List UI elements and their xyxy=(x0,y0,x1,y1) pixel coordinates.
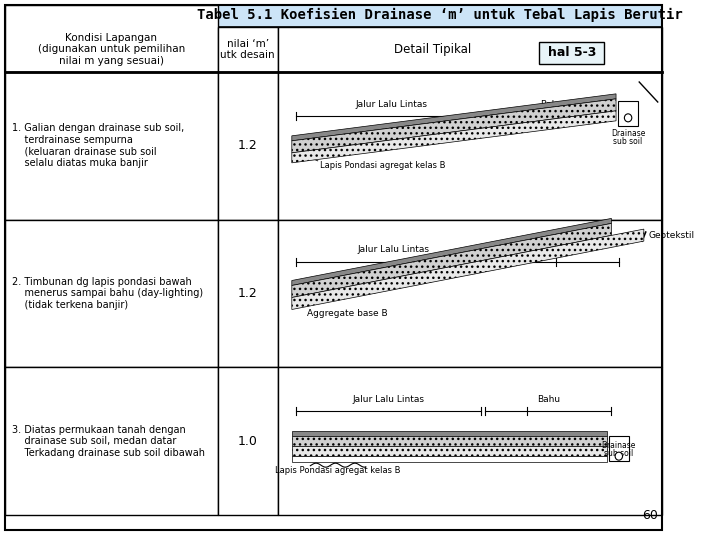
Text: Lapis Pondasi agregat kelas B: Lapis Pondasi agregat kelas B xyxy=(320,161,445,170)
Bar xyxy=(4,72,217,220)
Text: Geotekstil: Geotekstil xyxy=(649,231,695,240)
Polygon shape xyxy=(292,456,607,462)
Bar xyxy=(4,5,217,72)
Bar xyxy=(4,220,217,367)
Text: Drainase: Drainase xyxy=(602,441,636,450)
Text: Lapis Pondasi agregat kelas B: Lapis Pondasi agregat kelas B xyxy=(275,466,401,475)
Circle shape xyxy=(615,452,623,460)
Bar xyxy=(608,436,629,461)
Bar xyxy=(217,72,278,220)
Polygon shape xyxy=(292,111,616,163)
Text: 1.2: 1.2 xyxy=(238,139,258,152)
Bar xyxy=(539,42,604,64)
Bar xyxy=(217,27,278,72)
Polygon shape xyxy=(292,218,611,286)
Bar xyxy=(217,220,278,367)
Polygon shape xyxy=(292,94,616,141)
Text: sub soil: sub soil xyxy=(613,137,643,146)
Bar xyxy=(278,72,662,220)
Text: 2. Timbunan dg lapis pondasi bawah
    menerus sampai bahu (day-lighting)
    (t: 2. Timbunan dg lapis pondasi bawah mener… xyxy=(12,277,203,310)
Bar xyxy=(217,367,278,515)
Text: hal 5-3: hal 5-3 xyxy=(548,46,596,59)
Text: Jalur Lalu Lintas: Jalur Lalu Lintas xyxy=(357,246,429,254)
Circle shape xyxy=(624,114,631,122)
Text: Bahu: Bahu xyxy=(540,100,563,109)
Text: Kondisi Lapangan
(digunakan untuk pemilihan
nilai m yang sesuai): Kondisi Lapangan (digunakan untuk pemili… xyxy=(37,33,185,66)
Text: 1.0: 1.0 xyxy=(238,435,258,448)
Polygon shape xyxy=(292,436,607,446)
Text: 3. Diatas permukaan tanah dengan
    drainase sub soil, medan datar
    Terkadan: 3. Diatas permukaan tanah dengan drainas… xyxy=(12,424,205,458)
Text: Aggregate base B: Aggregate base B xyxy=(307,309,387,318)
Bar xyxy=(278,27,662,72)
Bar xyxy=(4,367,217,515)
Text: Jalur Lalu Lintas: Jalur Lalu Lintas xyxy=(353,395,425,404)
Bar xyxy=(278,367,662,515)
Polygon shape xyxy=(292,431,607,436)
Text: Tabel 5.1 Koefisien Drainase ‘m’ untuk Tebal Lapis Berutir: Tabel 5.1 Koefisien Drainase ‘m’ untuk T… xyxy=(197,8,683,22)
Text: Bahu: Bahu xyxy=(537,395,560,404)
Text: Jalur Lalu Lintas: Jalur Lalu Lintas xyxy=(356,100,428,109)
Text: 1.2: 1.2 xyxy=(238,287,258,300)
Polygon shape xyxy=(292,99,616,153)
Polygon shape xyxy=(292,446,607,456)
Text: Drainase: Drainase xyxy=(611,129,645,138)
Text: Detail Tipikal: Detail Tipikal xyxy=(395,43,472,56)
Polygon shape xyxy=(292,224,611,298)
Bar xyxy=(217,5,662,27)
Polygon shape xyxy=(292,229,644,309)
Text: 60: 60 xyxy=(642,509,658,522)
Text: sub soil: sub soil xyxy=(604,449,634,458)
Bar xyxy=(618,101,639,126)
Text: Bahu: Bahu xyxy=(545,246,568,254)
Text: nilai ‘m’
utk desain: nilai ‘m’ utk desain xyxy=(220,39,275,60)
Text: 1. Galian dengan drainase sub soil,
    terdrainase sempurna
    (keluaran drain: 1. Galian dengan drainase sub soil, terd… xyxy=(12,124,184,168)
Bar xyxy=(278,220,662,367)
